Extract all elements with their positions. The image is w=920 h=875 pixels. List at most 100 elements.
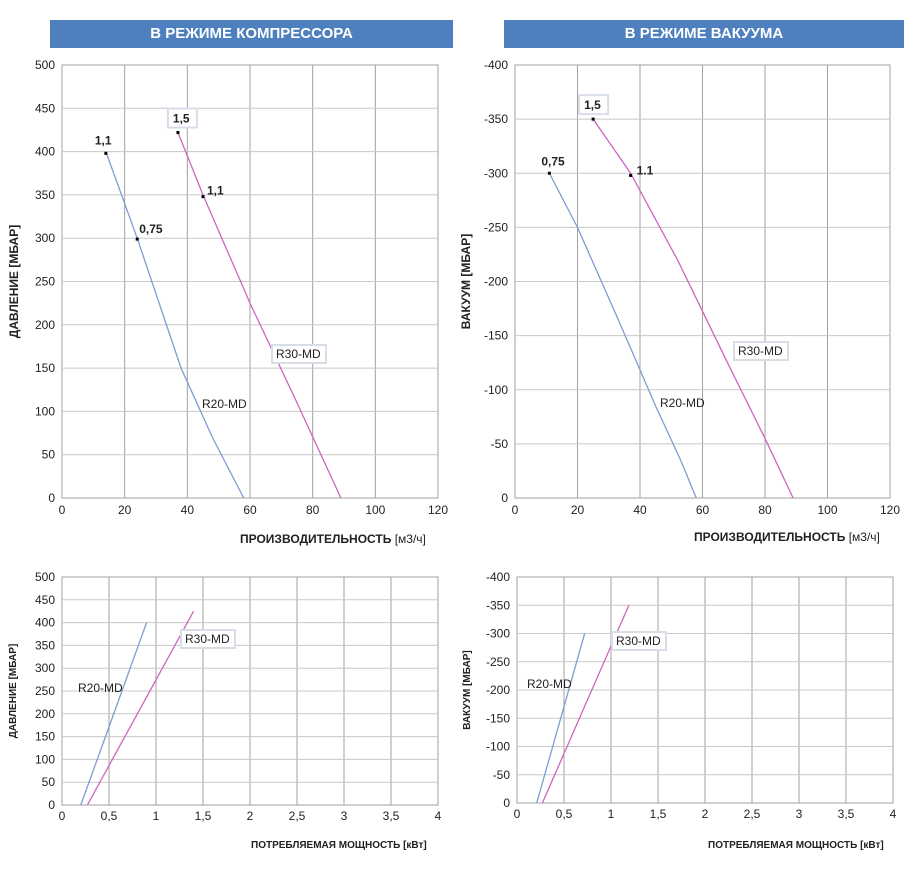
compressor_flow-x-tick: 60 [243,503,257,517]
compressor_power-x-tick: 2,5 [289,809,306,823]
vacuum_power-y-tick: -300 [486,627,510,641]
compressor_flow-x-tick: 20 [118,503,132,517]
compressor_flow-x-tick: 120 [428,503,448,517]
vacuum_power-y-tick: 0 [503,796,510,810]
vacuum_flow-x-tick: 40 [633,503,647,517]
vacuum_flow-y-axis-title: ВАКУУМ [МБАР] [459,234,473,329]
compressor_power-y-axis-title: ДАВЛЕНИЕ [МБАР] [8,644,19,739]
vacuum_flow-y-tick: -50 [491,437,509,451]
vacuum_power-y-tick: -250 [486,655,510,669]
compressor_flow-y-tick: 350 [35,188,55,202]
compressor_power-y-tick: 400 [35,616,55,630]
compressor_flow-series-r20-md [105,151,245,499]
vacuum_flow-point-marker [629,173,633,177]
vacuum_power-y-tick: -200 [486,683,510,697]
vacuum_power-x-tick: 0,5 [556,807,573,821]
compressor_power-x-tick: 2 [247,809,254,823]
vacuum_flow-y-tick: -300 [484,166,508,180]
compressor_flow-point-label: 0,75 [139,222,163,236]
vacuum_power-x-tick: 4 [890,807,897,821]
compressor_power-label-box-r30-md [180,629,236,649]
compressor_flow-point-label: 1,1 [95,133,112,147]
vacuum_power-x-axis-title: ПОТРЕБЛЯЕМАЯ МОЩНОСТЬ [кВт] [708,840,884,851]
compressor_flow-y-axis-title: ДАВЛЕНИЕ [МБАР] [7,225,21,338]
compressor_flow-y-tick: 450 [35,101,55,115]
compressor_flow-point-marker [135,237,139,241]
compressor_flow-y-tick: 300 [35,231,55,245]
vacuum_flow-series-r20-md [548,172,697,499]
vacuum_power-x-tick: 0 [514,807,521,821]
compressor_flow-x-tick: 40 [181,503,195,517]
compressor_flow-point-label: 1,5 [173,112,190,126]
compressor_power-x-tick: 4 [435,809,442,823]
compressor_flow-y-tick: 400 [35,145,55,159]
compressor_flow-label-r30-md: R30-MD [276,347,321,361]
compressor_flow-x-axis-unit: [м3/ч] [391,532,426,546]
vacuum_power-y-tick: -100 [486,740,510,754]
vacuum-mode-banner: В РЕЖИМЕ ВАКУУМА [504,20,904,48]
compressor_flow-y-tick: 250 [35,275,55,289]
compressor_flow-point-marker [104,151,108,155]
vacuum_flow-x-tick: 60 [696,503,710,517]
vacuum_flow-y-tick: -400 [484,58,508,72]
compressor_flow-series-r30-md [177,132,342,499]
vacuum_flow-label-r20-md: R20-MD [660,396,705,410]
vacuum_flow-x-axis-unit: [м3/ч] [845,530,880,544]
vacuum_power-y-tick: -350 [486,598,510,612]
vacuum_flow-x-tick: 20 [571,503,585,517]
compressor_power-y-tick: 0 [48,798,55,812]
vacuum_flow-label-r30-md: R30-MD [738,344,783,358]
vacuum_flow-y-tick: -100 [484,383,508,397]
vacuum_power-y-tick: -50 [493,768,511,782]
vacuum_power-x-tick: 1 [608,807,615,821]
vacuum_flow-point-label: 0,75 [541,154,565,168]
vacuum_flow-point-marker [591,117,595,121]
vacuum_flow-point-label-box [578,94,610,116]
vacuum_power-x-tick: 2 [702,807,709,821]
compressor_power-x-tick: 0,5 [101,809,118,823]
vacuum_flow-x-tick: 0 [512,503,519,517]
compressor_flow-x-axis-title: ПРОИЗВОДИТЕЛЬНОСТЬ [м3/ч] [240,532,426,546]
vacuum_power-label-r30-md: R30-MD [616,634,661,648]
vacuum_flow-y-tick: -150 [484,329,508,343]
compressor_power-y-tick: 200 [35,707,55,721]
compressor_power-label-r20-md: R20-MD [78,681,123,695]
vacuum_power-series-r30-md [541,604,630,804]
vacuum_power-x-tick: 3 [796,807,803,821]
compressor_flow-y-tick: 200 [35,318,55,332]
vacuum_power-x-tick: 3,5 [838,807,855,821]
compressor_flow-point-marker [201,195,205,199]
vacuum_power-y-tick: -400 [486,570,510,584]
compressor_power-y-tick: 450 [35,593,55,607]
compressor_power-x-tick: 3 [341,809,348,823]
vacuum_power-x-tick: 2,5 [744,807,761,821]
compressor_flow-y-tick: 50 [42,448,56,462]
compressor_flow-point-marker [176,131,180,135]
compressor_power-x-tick: 1 [153,809,160,823]
compressor_power-y-tick: 250 [35,684,55,698]
vacuum_power-y-axis-title: ВАКУУМ [МБАР] [462,650,473,730]
compressor_power-x-axis-title: ПОТРЕБЛЯЕМАЯ МОЩНОСТЬ [кВт] [251,840,427,851]
compressor_power-label-r30-md: R30-MD [185,632,230,646]
compressor_power-y-tick: 300 [35,661,55,675]
vacuum_flow-label-box-r30-md [733,341,789,361]
vacuum_power-x-tick: 1,5 [650,807,667,821]
compressor_flow-y-tick: 150 [35,361,55,375]
compressor_flow-x-tick: 80 [306,503,320,517]
vacuum_flow-y-tick: -200 [484,275,508,289]
vacuum_power-y-tick: -150 [486,711,510,725]
vacuum_flow-y-tick: 0 [501,491,508,505]
compressor_power-y-tick: 50 [42,775,56,789]
compressor-mode-banner: В РЕЖИМЕ КОМПРЕССОРА [50,20,453,48]
vacuum_power-series-r20-md [536,633,586,804]
vacuum_power-label-box-r30-md [611,631,667,651]
compressor_flow-x-tick: 0 [59,503,66,517]
compressor_power-x-tick: 3,5 [383,809,400,823]
vacuum_flow-x-axis-title: ПРОИЗВОДИТЕЛЬНОСТЬ [м3/ч] [694,530,880,544]
compressor_flow-x-tick: 100 [365,503,385,517]
vacuum_flow-y-tick: -350 [484,112,508,126]
compressor_power-y-tick: 100 [35,752,55,766]
compressor_power-series-r20-md [80,622,148,806]
compressor_flow-y-tick: 500 [35,58,55,72]
